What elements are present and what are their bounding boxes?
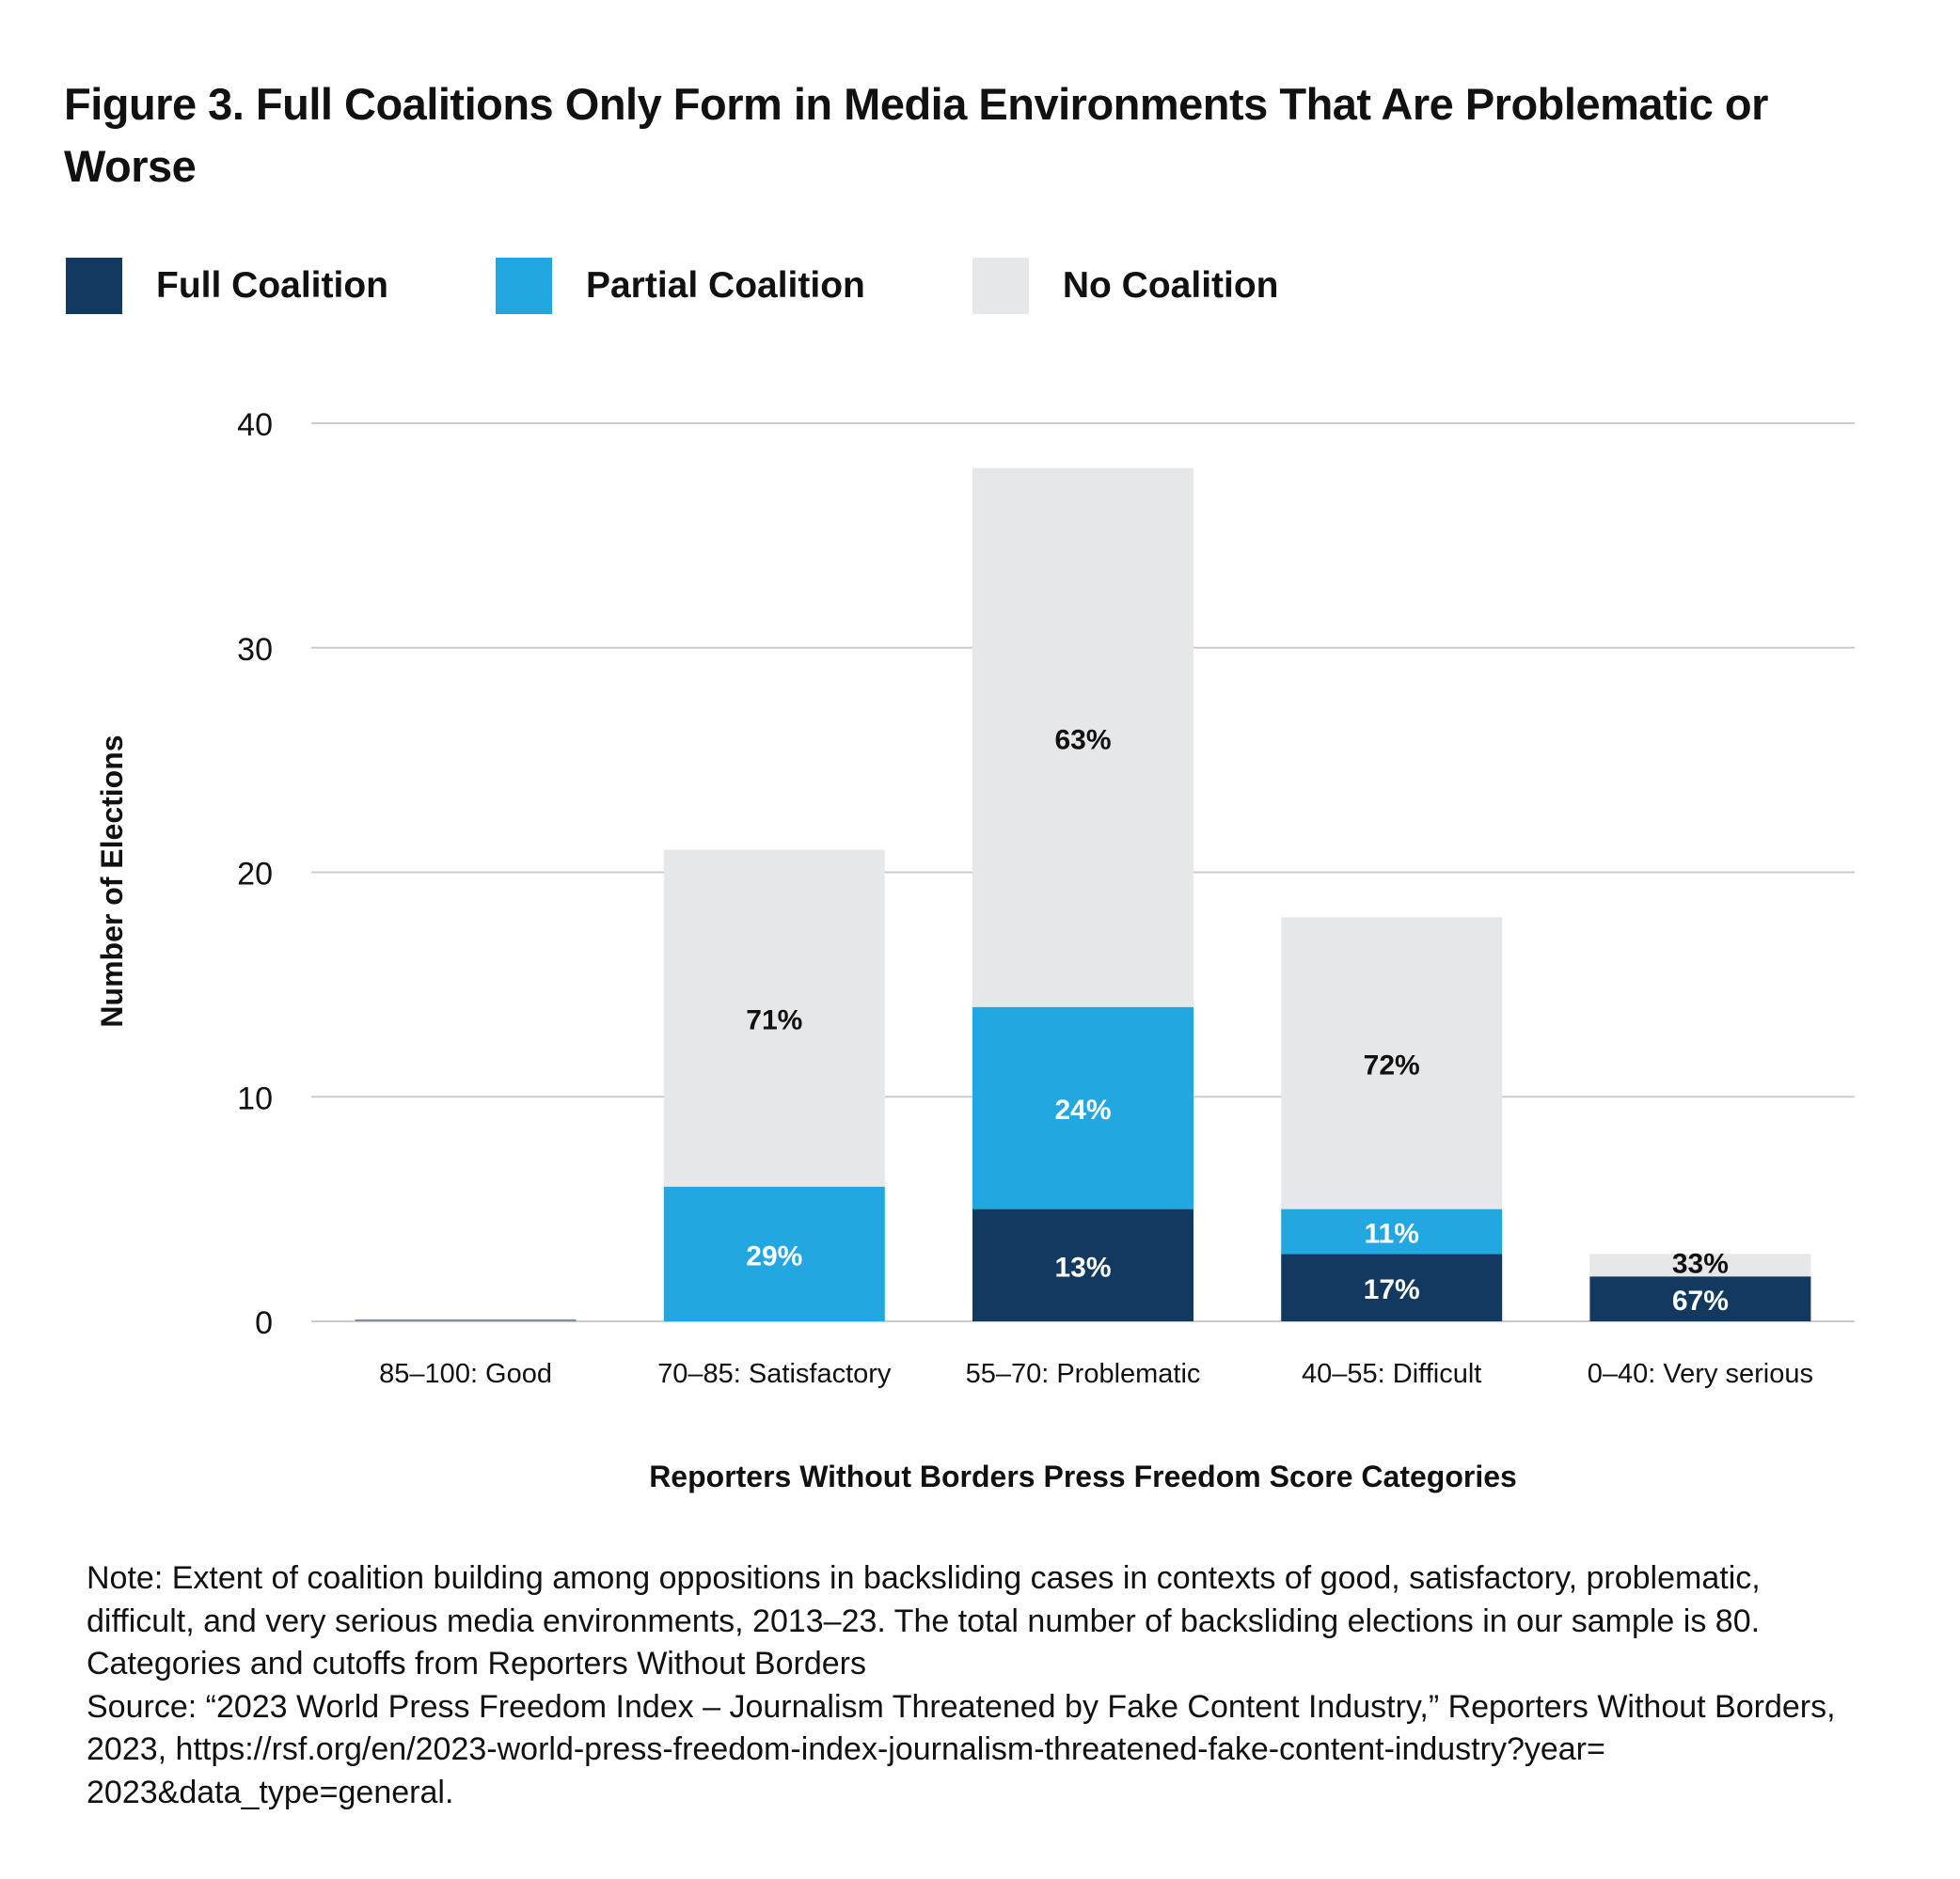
legend-label: Partial Coalition [585, 265, 865, 306]
y-tick-label: 20 [237, 857, 273, 892]
x-axis-title: Reporters Without Borders Press Freedom … [649, 1460, 1517, 1493]
x-tick-label: 85–100: Good [379, 1359, 552, 1389]
source-line: 2023&data_type=general. [87, 1774, 454, 1810]
legend: Full Coalition Partial Coalition No Coal… [66, 258, 1373, 314]
legend-label: No Coalition [1062, 265, 1279, 306]
bar-segment-empty [355, 1319, 577, 1321]
chart-note: Note: Extent of coalition building among… [87, 1557, 1930, 1814]
source-line: 2023, https://rsf.org/en/2023-world-pres… [87, 1731, 1605, 1767]
legend-label: Full Coalition [156, 265, 388, 306]
y-tick-label: 40 [237, 407, 273, 443]
bar-segment [1589, 1276, 1811, 1321]
data-label: 72% [1364, 1050, 1420, 1081]
bar-segment [1589, 1254, 1811, 1277]
x-tick-label: 0–40: Very serious [1588, 1359, 1813, 1389]
bar-segment [663, 1186, 885, 1321]
note-line: Categories and cutoffs from Reporters Wi… [87, 1646, 866, 1682]
data-label: 71% [746, 1005, 802, 1036]
legend-swatch-full [66, 258, 122, 314]
legend-item-full: Full Coalition [66, 258, 388, 314]
legend-item-none: No Coalition [972, 258, 1279, 314]
x-tick-label: 55–70: Problematic [966, 1359, 1201, 1389]
bar-segment [663, 849, 885, 1187]
bar-segment [972, 1006, 1193, 1209]
data-label: 11% [1365, 1219, 1419, 1250]
data-label: 13% [1054, 1252, 1111, 1283]
y-tick-label: 10 [237, 1081, 273, 1116]
legend-swatch-none [972, 258, 1029, 314]
data-label: 29% [746, 1240, 802, 1271]
note-line: Note: Extent of coalition building among… [87, 1560, 1761, 1596]
data-label: 67% [1672, 1286, 1729, 1317]
source-line: Source: “2023 World Press Freedom Index … [87, 1688, 1836, 1725]
legend-item-partial: Partial Coalition [495, 258, 865, 314]
x-tick-label: 70–85: Satisfactory [657, 1359, 892, 1389]
bar-segment [972, 467, 1193, 1007]
x-tick-label: 40–55: Difficult [1302, 1359, 1481, 1389]
chart-title: Figure 3. Full Coalitions Only Form in M… [64, 79, 1768, 191]
y-tick-label: 30 [237, 632, 273, 668]
bar-segment [1281, 1208, 1503, 1255]
y-axis-title: Number of Elections [95, 734, 129, 1027]
legend-swatch-partial [495, 258, 552, 314]
bar-segment [1281, 1254, 1503, 1321]
bar-segment [1281, 917, 1503, 1209]
bar-segment [972, 1208, 1193, 1321]
y-tick-label: 0 [255, 1305, 273, 1341]
data-label: 63% [1054, 724, 1111, 755]
note-line: difficult, and very serious media enviro… [87, 1603, 1761, 1639]
data-label: 17% [1364, 1274, 1420, 1305]
data-label: 33% [1672, 1248, 1729, 1279]
data-label: 24% [1054, 1095, 1111, 1126]
